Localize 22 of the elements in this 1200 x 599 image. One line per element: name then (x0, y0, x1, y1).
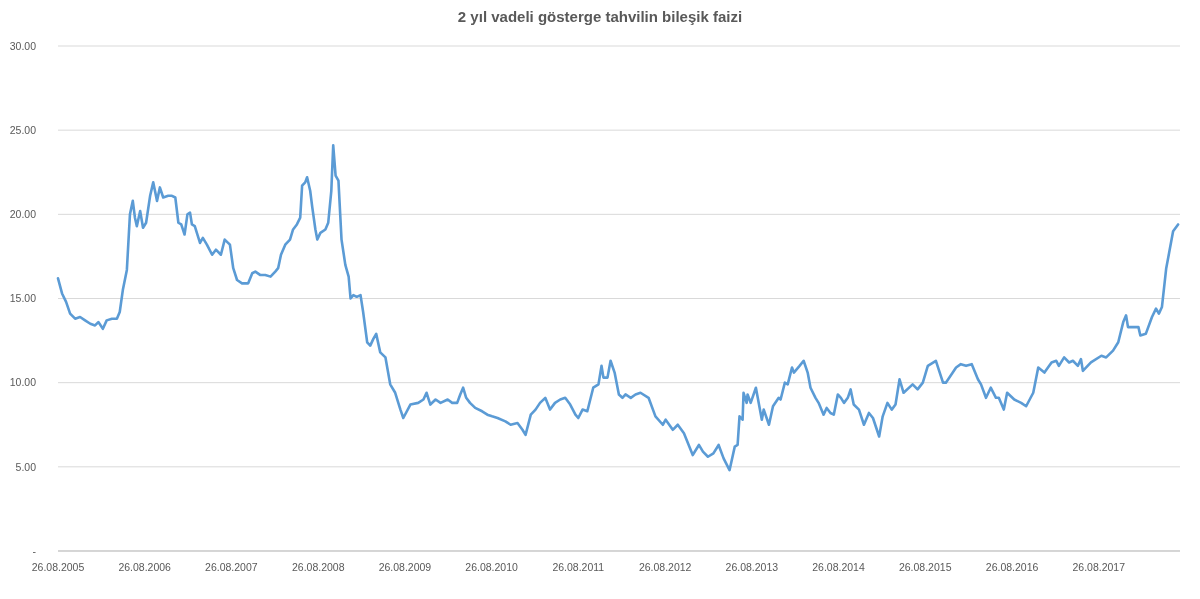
x-tick-label: 26.08.2015 (898, 561, 952, 573)
y-tick-label: 30.00 (9, 39, 37, 52)
x-tick-label: 26.08.2005 (31, 561, 85, 573)
line-series (56, 144, 1180, 472)
y-tick-label: 15.00 (9, 292, 37, 305)
y-tick-label: 10.00 (9, 376, 37, 389)
x-tick-label: 26.08.2016 (985, 561, 1039, 573)
y-tick-label: 5.00 (15, 460, 37, 473)
x-tick-label: 26.08.2009 (378, 561, 432, 573)
x-tick-label: 26.08.2013 (725, 561, 779, 573)
x-tick-label: 26.08.2011 (552, 561, 605, 573)
y-tick-label: 20.00 (9, 208, 37, 221)
x-tick-label: 26.08.2017 (1072, 561, 1126, 573)
x-tick-label: 26.08.2012 (638, 561, 692, 573)
x-tick-label: 26.08.2010 (465, 561, 519, 573)
x-tick-label: 26.08.2007 (205, 561, 258, 573)
x-tick-label: 26.08.2006 (118, 561, 172, 573)
x-tick-label: 26.08.2014 (812, 561, 865, 573)
x-tick-label: 26.08.2008 (291, 561, 345, 573)
y-tick-label: - (32, 544, 37, 557)
chart-title: 2 yıl vadeli gösterge tahvilin bileşik faizi (457, 8, 743, 25)
y-tick-label: 25.00 (9, 123, 37, 136)
